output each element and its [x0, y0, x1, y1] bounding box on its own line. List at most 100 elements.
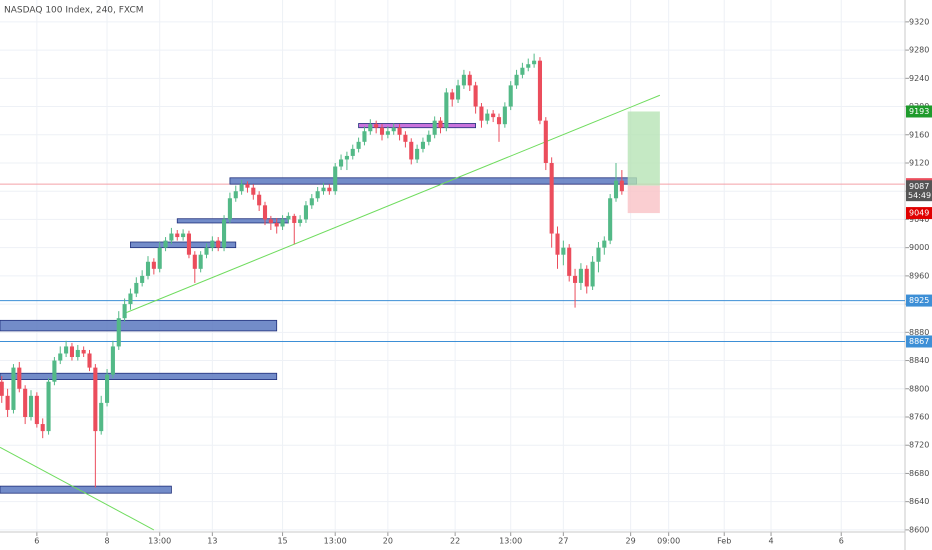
y-tick-label: 9280	[909, 46, 929, 55]
candle-body	[222, 219, 227, 248]
candle-body	[227, 198, 232, 220]
candle-body	[350, 148, 355, 156]
candle-body	[204, 247, 209, 255]
candle-body	[567, 247, 572, 276]
y-tick-label: 9240	[909, 74, 929, 83]
price-tag	[906, 335, 932, 348]
x-tick-label: 27	[558, 537, 568, 546]
zone	[627, 185, 660, 214]
candle-body	[339, 159, 344, 167]
candle-body	[385, 131, 390, 135]
candle-body	[0, 381, 4, 396]
candle-body	[292, 215, 297, 223]
candle-body	[438, 120, 443, 128]
candle-body	[450, 92, 455, 100]
price-tag	[906, 105, 932, 118]
x-tick-label: 8	[105, 537, 110, 546]
candle-body	[34, 395, 39, 425]
candle-body	[87, 353, 92, 368]
candle-body	[11, 367, 16, 410]
x-tick-label: 22	[450, 537, 460, 546]
x-tick-label: 13:00	[148, 537, 171, 546]
y-tick-label: 8800	[909, 384, 929, 393]
x-tick-label: 4	[768, 537, 773, 546]
candle-body	[257, 194, 262, 206]
candle-body	[608, 198, 613, 241]
y-tick-label: 9320	[909, 17, 929, 26]
candle-body	[327, 187, 332, 192]
candle-body	[151, 261, 156, 269]
candle-body	[110, 346, 115, 375]
candle-body	[52, 360, 57, 382]
x-tick-label: 6	[839, 537, 844, 546]
candle-body	[619, 180, 624, 192]
candle-body	[602, 240, 607, 248]
candle-body	[239, 184, 244, 192]
candle-body	[403, 134, 408, 142]
candle-body	[315, 191, 320, 199]
candle-body	[555, 233, 560, 255]
candle-body	[590, 261, 595, 287]
candle-body	[321, 187, 326, 192]
candle-body	[175, 233, 180, 238]
candle-body	[198, 254, 203, 269]
y-tick-label: 8880	[909, 328, 929, 337]
candle-body	[444, 92, 449, 128]
candle-body	[374, 124, 379, 128]
x-tick-label: 6	[34, 537, 39, 546]
candle-body	[128, 293, 133, 305]
candle-body	[75, 349, 80, 358]
price-tag-label: 8925	[909, 296, 929, 305]
candle-body	[69, 346, 75, 358]
y-tick-label: 8600	[909, 525, 929, 534]
candle-body	[456, 85, 461, 100]
price-tag-label: 9087	[909, 182, 929, 191]
y-tick-label: 8960	[909, 271, 929, 280]
candle-body	[532, 60, 537, 65]
candle-body	[192, 254, 197, 269]
candle-body	[216, 240, 221, 248]
candle-body	[362, 131, 367, 142]
candle-body	[485, 113, 490, 121]
y-tick-label: 9120	[909, 158, 929, 167]
candle-body	[596, 247, 601, 262]
y-tick-label: 9000	[909, 243, 929, 252]
candle-body	[99, 402, 104, 432]
candle-body	[298, 219, 303, 223]
x-tick-label: 13:00	[324, 537, 347, 546]
candle-body	[105, 374, 110, 403]
candle-body	[467, 74, 472, 86]
zone	[0, 372, 278, 380]
price-tag-label: 9193	[909, 107, 929, 116]
x-tick-label: 09:00	[657, 537, 680, 546]
candle-body	[356, 141, 361, 149]
candle-body	[573, 275, 578, 283]
candle-body	[140, 275, 145, 283]
candle-body	[397, 127, 402, 135]
candle-body	[409, 141, 414, 160]
candle-body	[420, 141, 426, 149]
candle-body	[426, 134, 431, 142]
candle-body	[245, 184, 250, 188]
x-tick-label: Feb	[717, 537, 731, 546]
candle-body	[23, 388, 28, 417]
candle-body	[268, 219, 273, 223]
candle-body	[157, 247, 162, 269]
candle-body	[262, 205, 268, 220]
candle-body	[17, 367, 22, 389]
candle-body	[491, 113, 496, 118]
price-tag-label: 8867	[909, 337, 929, 346]
candle-body	[461, 74, 466, 86]
price-tag	[906, 180, 932, 193]
candle-body	[274, 222, 279, 227]
countdown: 54:49	[908, 191, 931, 200]
candle-body	[40, 424, 45, 432]
zone	[358, 123, 477, 129]
candle-body	[233, 191, 238, 199]
y-tick-label: 9040	[909, 215, 929, 224]
price-tag-label: 9049	[909, 209, 929, 218]
candle-body	[502, 106, 507, 125]
candle-body	[537, 60, 543, 121]
y-tick-label: 8680	[909, 469, 929, 478]
candle-body	[210, 240, 215, 248]
